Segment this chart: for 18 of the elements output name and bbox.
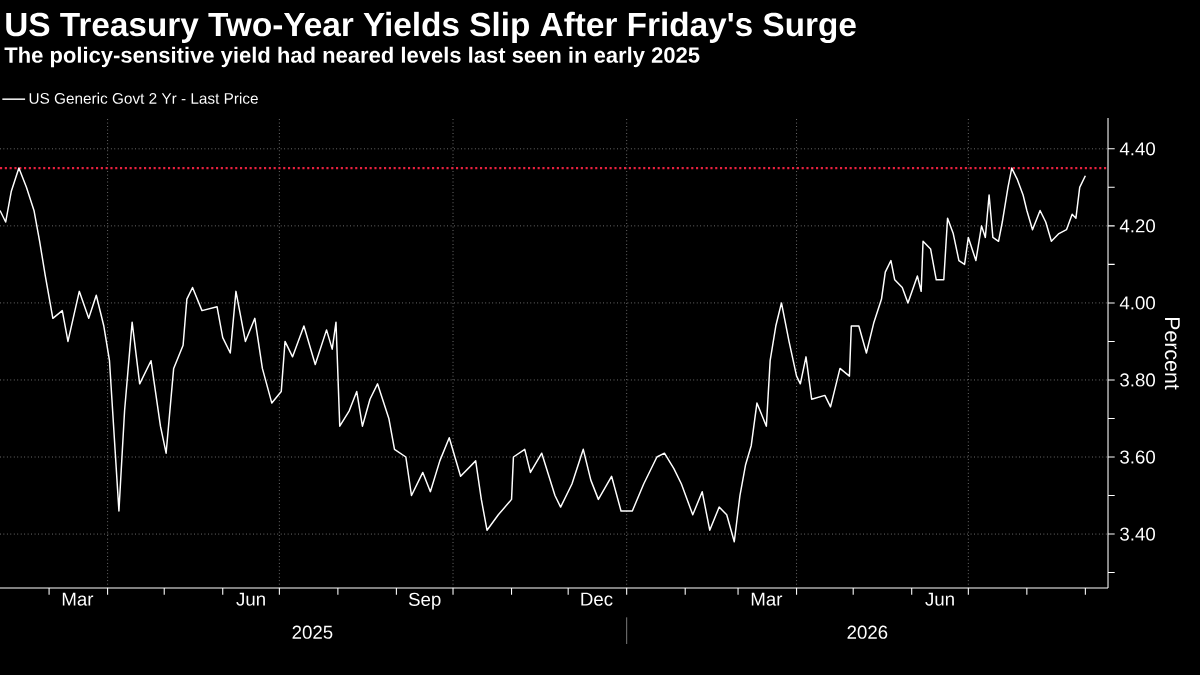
- y-tick-label: 3.80: [1120, 373, 1155, 387]
- y-tick-label: 3.40: [1120, 527, 1155, 541]
- x-tick-label: Sep: [408, 592, 441, 610]
- x-tick-label: Mar: [751, 592, 783, 606]
- x-tick-label: Jun: [925, 592, 954, 606]
- legend-label: US Generic Govt 2 Yr - Last Price: [29, 92, 258, 104]
- y-axis-title: Percent: [1164, 317, 1180, 390]
- x-tick-label: Mar: [62, 592, 94, 606]
- y-tick-label: 4.40: [1119, 142, 1155, 156]
- x-tick-label: Dec: [581, 592, 613, 606]
- text: 2026: [847, 625, 888, 639]
- chart-title: US Treasury Two-Year Yields Slip After Friday's Surge: [6, 11, 856, 44]
- text: 2025: [292, 625, 333, 639]
- chart-subtitle: The policy-sensitive yield had neared levels last seen in early 2025: [4, 46, 700, 68]
- x-tick-label: Jun: [236, 592, 265, 606]
- y-tick-label: 4.00: [1119, 296, 1155, 310]
- y-tick-label: 4.20: [1119, 219, 1155, 233]
- y-tick-label: 3.60: [1120, 450, 1155, 464]
